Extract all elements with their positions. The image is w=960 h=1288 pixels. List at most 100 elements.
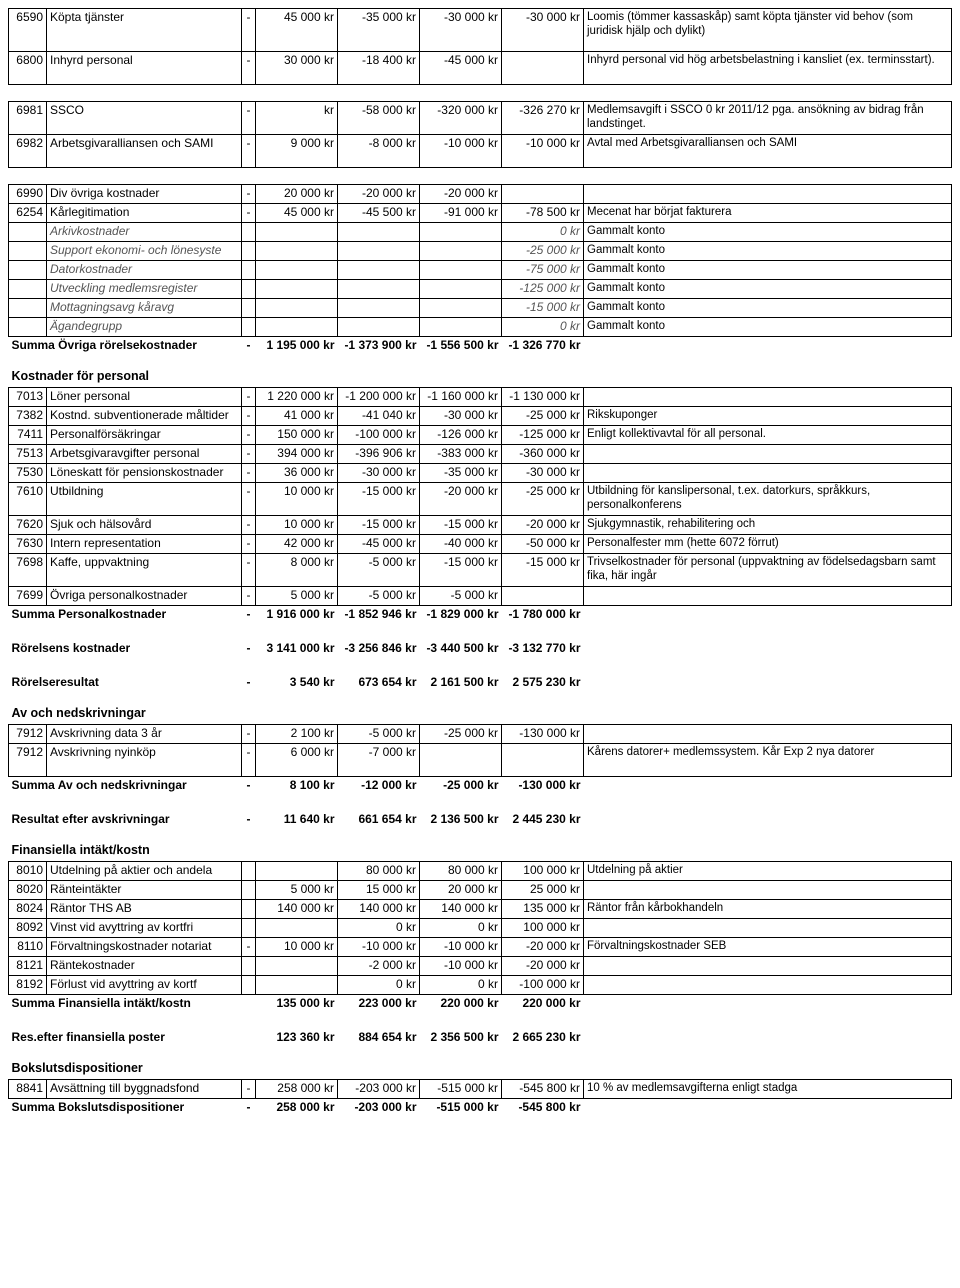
col-1: 2 100 kr bbox=[256, 725, 338, 744]
col-1: 42 000 kr bbox=[256, 535, 338, 554]
col-2: -18 400 kr bbox=[338, 52, 420, 85]
col-3: -5 000 kr bbox=[420, 587, 502, 606]
col-4: -50 000 kr bbox=[502, 535, 584, 554]
col-4: -25 000 kr bbox=[502, 483, 584, 516]
table-row: 7912Avskrivning data 3 år-2 100 kr-5 000… bbox=[9, 725, 952, 744]
table-row: 8192Förlust vid avyttring av kortf0 kr0 … bbox=[9, 976, 952, 995]
note: Räntor från kårbokhandeln bbox=[584, 900, 952, 919]
col-2: -396 906 kr bbox=[338, 445, 420, 464]
col-1 bbox=[256, 976, 338, 995]
col-2 bbox=[338, 242, 420, 261]
table-row: 7513Arbetsgivaravgifter personal-394 000… bbox=[9, 445, 952, 464]
note: Rikskuponger bbox=[584, 407, 952, 426]
budget-table: 6590Köpta tjänster-45 000 kr-35 000 kr-3… bbox=[8, 8, 952, 1117]
col-3: -30 000 kr bbox=[420, 9, 502, 52]
account-code bbox=[9, 318, 47, 337]
account-code bbox=[9, 242, 47, 261]
col-3: -45 000 kr bbox=[420, 52, 502, 85]
note: Gammalt konto bbox=[584, 242, 952, 261]
col-4: -125 000 kr bbox=[502, 280, 584, 299]
col-2: -5 000 kr bbox=[338, 725, 420, 744]
section-title: Finansiella intäkt/kostn bbox=[9, 829, 952, 862]
account-desc: SSCO bbox=[47, 102, 242, 135]
col-3: -320 000 kr bbox=[420, 102, 502, 135]
account-desc: Intern representation bbox=[47, 535, 242, 554]
col-3: -25 000 kr bbox=[420, 725, 502, 744]
account-desc: Arkivkostnader bbox=[47, 223, 242, 242]
col-2: -10 000 kr bbox=[338, 938, 420, 957]
col-2: -45 000 kr bbox=[338, 535, 420, 554]
account-desc: Mottagningsavg kåravg bbox=[47, 299, 242, 318]
col-1: 10 000 kr bbox=[256, 938, 338, 957]
col-3: 0 kr bbox=[420, 919, 502, 938]
summary-label: Res.efter finansiella poster bbox=[9, 1029, 242, 1047]
col-4: -1 130 000 kr bbox=[502, 388, 584, 407]
col-2: 0 kr bbox=[338, 976, 420, 995]
col-3 bbox=[420, 242, 502, 261]
sum-label: Summa Bokslutsdispositioner bbox=[9, 1099, 242, 1118]
table-row: 8121Räntekostnader-2 000 kr-10 000 kr-20… bbox=[9, 957, 952, 976]
col-2: -30 000 kr bbox=[338, 464, 420, 483]
col-3: -1 160 000 kr bbox=[420, 388, 502, 407]
col-1: 30 000 kr bbox=[256, 52, 338, 85]
col-2: 80 000 kr bbox=[338, 862, 420, 881]
account-desc: Övriga personalkostnader bbox=[47, 587, 242, 606]
col-4: -20 000 kr bbox=[502, 957, 584, 976]
col-1: 5 000 kr bbox=[256, 881, 338, 900]
col-3: -15 000 kr bbox=[420, 554, 502, 587]
col-3 bbox=[420, 261, 502, 280]
note: Utdelning på aktier bbox=[584, 862, 952, 881]
account-code: 7630 bbox=[9, 535, 47, 554]
note: Personalfester mm (hette 6072 förrut) bbox=[584, 535, 952, 554]
col-1: 394 000 kr bbox=[256, 445, 338, 464]
col-2: -20 000 kr bbox=[338, 185, 420, 204]
col-1: 20 000 kr bbox=[256, 185, 338, 204]
table-row: 6590Köpta tjänster-45 000 kr-35 000 kr-3… bbox=[9, 9, 952, 52]
sum-label: Summa Övriga rörelsekostnader bbox=[9, 337, 242, 356]
table-row: 8092Vinst vid avyttring av kortfri0 kr0 … bbox=[9, 919, 952, 938]
account-code: 7699 bbox=[9, 587, 47, 606]
account-code: 7013 bbox=[9, 388, 47, 407]
note: Medlemsavgift i SSCO 0 kr 2011/12 pga. a… bbox=[584, 102, 952, 135]
section-title: Av och nedskrivningar bbox=[9, 692, 952, 725]
account-code: 7513 bbox=[9, 445, 47, 464]
col-1 bbox=[256, 261, 338, 280]
note bbox=[584, 464, 952, 483]
table-row: Support ekonomi- och lönesyste-25 000 kr… bbox=[9, 242, 952, 261]
table-row: 7610Utbildning-10 000 kr-15 000 kr-20 00… bbox=[9, 483, 952, 516]
col-3 bbox=[420, 318, 502, 337]
col-1 bbox=[256, 919, 338, 938]
table-row: 7411Personalförsäkringar-150 000 kr-100 … bbox=[9, 426, 952, 445]
account-code: 6800 bbox=[9, 52, 47, 85]
table-row: Mottagningsavg kåravg-15 000 krGammalt k… bbox=[9, 299, 952, 318]
account-desc: Utbildning bbox=[47, 483, 242, 516]
col-2: -5 000 kr bbox=[338, 587, 420, 606]
note: Kårens datorer+ medlemssystem. Kår Exp 2… bbox=[584, 744, 952, 777]
col-4 bbox=[502, 185, 584, 204]
account-code: 7530 bbox=[9, 464, 47, 483]
account-desc: Sjuk och hälsovård bbox=[47, 516, 242, 535]
account-desc: Kårlegitimation bbox=[47, 204, 242, 223]
col-4: -326 270 kr bbox=[502, 102, 584, 135]
account-code: 8192 bbox=[9, 976, 47, 995]
account-desc: Vinst vid avyttring av kortfri bbox=[47, 919, 242, 938]
col-4: 0 kr bbox=[502, 318, 584, 337]
col-1: 6 000 kr bbox=[256, 744, 338, 777]
account-code bbox=[9, 223, 47, 242]
col-3: 20 000 kr bbox=[420, 881, 502, 900]
col-2: -7 000 kr bbox=[338, 744, 420, 777]
account-code: 7382 bbox=[9, 407, 47, 426]
account-desc: Utveckling medlemsregister bbox=[47, 280, 242, 299]
account-desc: Förvaltningskostnader notariat bbox=[47, 938, 242, 957]
account-desc: Support ekonomi- och lönesyste bbox=[47, 242, 242, 261]
col-1 bbox=[256, 957, 338, 976]
col-3: -91 000 kr bbox=[420, 204, 502, 223]
note: Sjukgymnastik, rehabilitering och bbox=[584, 516, 952, 535]
account-desc: Datorkostnader bbox=[47, 261, 242, 280]
col-2: 0 kr bbox=[338, 919, 420, 938]
account-desc: Avskrivning data 3 år bbox=[47, 725, 242, 744]
account-code: 6254 bbox=[9, 204, 47, 223]
account-desc: Kaffe, uppvaktning bbox=[47, 554, 242, 587]
col-1 bbox=[256, 318, 338, 337]
section-title: Kostnader för personal bbox=[9, 355, 952, 388]
